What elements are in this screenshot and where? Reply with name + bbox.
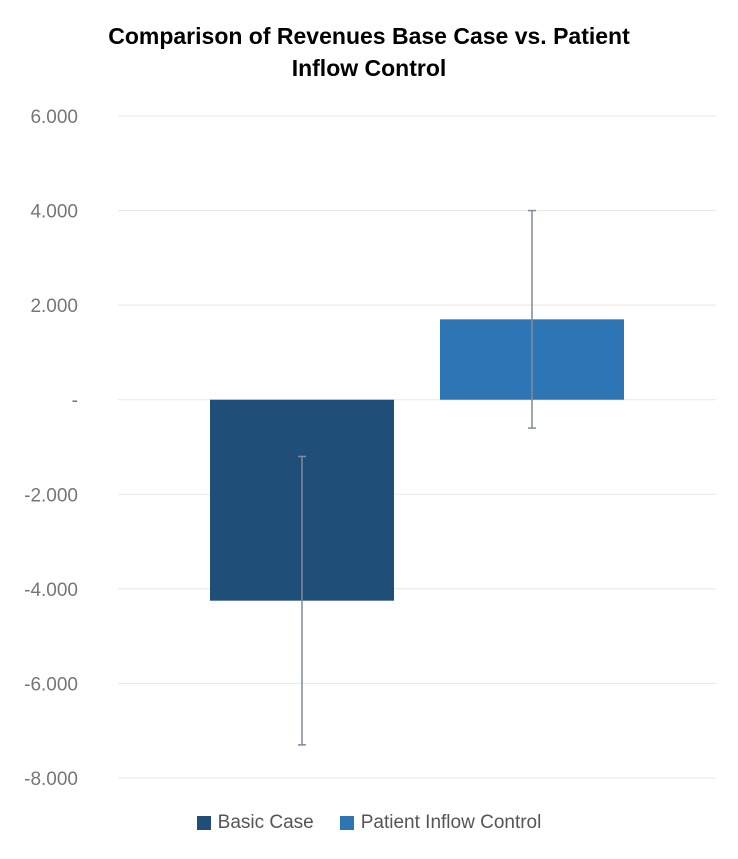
legend-label-patient-inflow-control: Patient Inflow Control [360, 812, 542, 833]
y-tick-label: 2.000 [30, 296, 78, 317]
y-tick-label: 4.000 [30, 202, 78, 223]
y-tick-label: 6.000 [30, 107, 78, 128]
y-axis-tick-labels: 6.000 4.000 2.000 - -2.000 -4.000 -6.000 -8.000 [24, 107, 78, 790]
y-tick-label: -6.000 [24, 674, 78, 695]
bar-chart: 6.000 4.000 2.000 - -2.000 -4.000 -6.000 -8.000 [24, 107, 716, 790]
y-tick-label: - [72, 391, 78, 412]
legend-item-basic-case: Basic Case [196, 812, 314, 834]
bars [210, 319, 624, 601]
error-bars [298, 209, 536, 746]
legend-label-basic-case: Basic Case [217, 812, 314, 833]
legend: Basic Case Patient Inflow Control [0, 812, 738, 834]
legend-item-patient-inflow-control: Patient Inflow Control [339, 812, 542, 834]
y-tick-label: -2.000 [24, 485, 78, 506]
chart-title-line-2: Inflow Control [291, 55, 447, 81]
y-tick-label: -4.000 [24, 580, 78, 601]
legend-swatch-patient-inflow-control [339, 816, 354, 830]
gridlines [118, 115, 716, 779]
y-tick-label: -8.000 [24, 769, 78, 790]
chart-title-line-1: Comparison of Revenues Base Case vs. Pat… [108, 23, 630, 49]
chart-title: Comparison of Revenues Base Case vs. Pat… [0, 20, 738, 84]
legend-swatch-basic-case [196, 816, 211, 830]
